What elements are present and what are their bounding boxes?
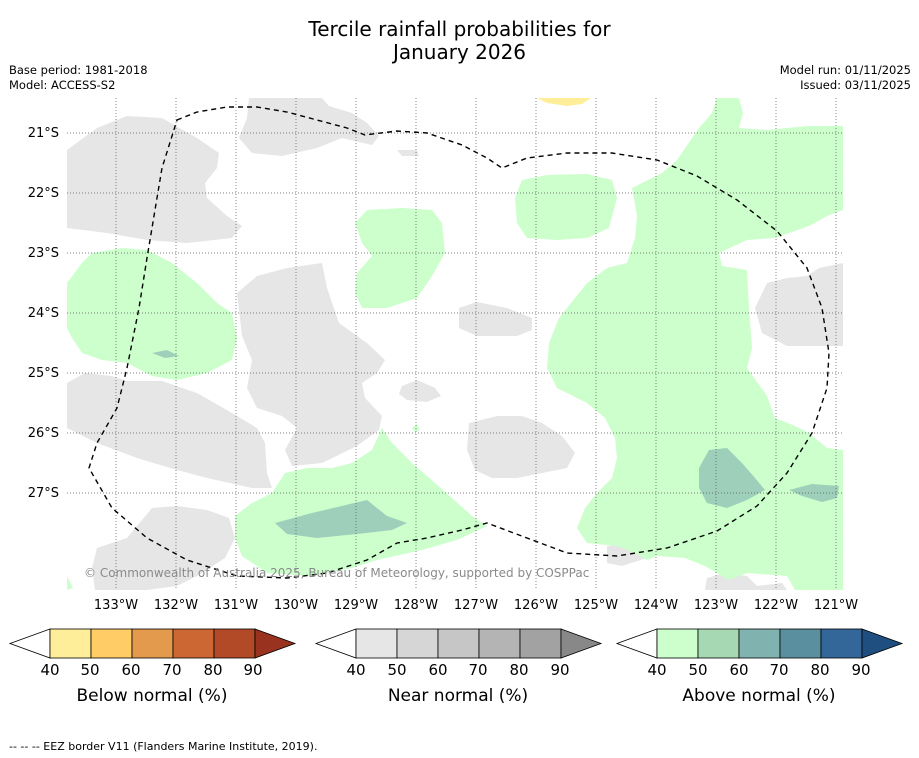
lon-label-127: 127°W [453, 598, 499, 613]
above-segment-80 [820, 628, 863, 659]
map-title: Tercile rainfall probabilities for Janua… [0, 18, 919, 64]
colorbar-near [314, 628, 603, 659]
above-segment-70 [779, 628, 822, 659]
lon-label-130: 130°W [273, 598, 319, 613]
lon-label-129: 129°W [333, 598, 379, 613]
above-region-w [67, 248, 237, 380]
above-region-ne [515, 174, 617, 240]
lat-label-26: 26°S [27, 426, 59, 441]
above50-region-s [275, 500, 407, 538]
below-tick-70: 70 [162, 661, 182, 679]
above-region-corner [67, 576, 73, 590]
near-tick-60: 60 [428, 661, 448, 679]
near-region-s [467, 416, 575, 478]
near-segment-70 [478, 628, 521, 659]
lat-label-22: 22°S [27, 186, 59, 201]
eez-border [88, 106, 830, 579]
above-tick-90: 90 [851, 661, 871, 679]
lon-label-128: 128°W [393, 598, 439, 613]
near-region-small-top [397, 150, 419, 156]
model-name: Model: ACCESS-S2 [9, 78, 116, 92]
lon-label-122: 122°W [753, 598, 799, 613]
below-segment-80 [213, 628, 256, 659]
above-normal-regions [67, 98, 843, 590]
near-segment-80 [519, 628, 562, 659]
near-tick-40: 40 [346, 661, 366, 679]
near-normal-regions [67, 98, 843, 590]
near-extend-high [560, 628, 603, 659]
above-tick-40: 40 [647, 661, 667, 679]
rainfall-map [67, 98, 843, 590]
below-normal-label: Below normal (%) [76, 686, 228, 706]
below-segment-40 [49, 628, 92, 659]
near-region-mid [459, 302, 532, 336]
colorbar-above [615, 628, 904, 659]
gridlines [67, 98, 843, 590]
below-extend-low [8, 628, 51, 659]
issued-date: Issued: 03/11/2025 [800, 78, 911, 92]
near-tick-80: 80 [509, 661, 529, 679]
below-tick-40: 40 [40, 661, 60, 679]
near-region-blob [399, 380, 441, 402]
above-tick-60: 60 [729, 661, 749, 679]
lat-label-21: 21°S [27, 126, 59, 141]
near-segment-50 [396, 628, 439, 659]
above-tick-50: 50 [688, 661, 708, 679]
colorbars [8, 628, 904, 659]
above-segment-50 [697, 628, 740, 659]
below-segment-50 [90, 628, 133, 659]
near-extend-low [314, 628, 357, 659]
lat-label-24: 24°S [27, 306, 59, 321]
above50-region-w [152, 350, 179, 358]
above-region-nc [355, 208, 445, 308]
title-line-2: January 2026 [392, 40, 527, 64]
lat-label-23: 23°S [27, 246, 59, 261]
below-region-top [537, 98, 591, 106]
near-region-sw [92, 506, 235, 590]
lon-label-121: 121°W [813, 598, 859, 613]
below-tick-50: 50 [80, 661, 100, 679]
lon-label-123: 123°W [693, 598, 739, 613]
below-extend-high [254, 628, 297, 659]
lat-label-27: 27°S [27, 486, 59, 501]
lon-label-131: 131°W [213, 598, 259, 613]
above-extend-high [861, 628, 904, 659]
above-normal-label: Above normal (%) [682, 686, 836, 706]
near-segment-40 [355, 628, 398, 659]
meta-left: Base period: 1981-2018 Model: ACCESS-S2 [9, 63, 148, 93]
near-region-e [755, 263, 843, 346]
near-tick-90: 90 [550, 661, 570, 679]
lon-label-126: 126°W [513, 598, 559, 613]
near-region-central [237, 263, 385, 466]
above-tick-80: 80 [810, 661, 830, 679]
lon-label-132: 132°W [153, 598, 199, 613]
above-segment-40 [656, 628, 699, 659]
near-normal-label: Near normal (%) [387, 686, 529, 706]
model-run: Model run: 01/11/2025 [779, 63, 911, 77]
title-line-1: Tercile rainfall probabilities for [308, 17, 611, 41]
below-segment-60 [131, 628, 174, 659]
below-tick-60: 60 [121, 661, 141, 679]
near-region-top [239, 98, 379, 156]
meta-right: Model run: 01/11/2025 Issued: 03/11/2025 [780, 63, 911, 93]
above-extend-low [615, 628, 658, 659]
below-segment-70 [172, 628, 215, 659]
above-region-e [547, 98, 843, 590]
near-tick-50: 50 [387, 661, 407, 679]
lat-label-25: 25°S [27, 366, 59, 381]
copyright-notice: © Commonwealth of Australia 2025, Bureau… [84, 566, 590, 580]
eez-legend-footer: -- -- -- EEZ border V11 (Flanders Marine… [9, 740, 318, 753]
near-tick-70: 70 [468, 661, 488, 679]
lon-label-133: 133°W [93, 598, 139, 613]
near-segment-60 [437, 628, 480, 659]
base-period: Base period: 1981-2018 [9, 63, 148, 77]
near-region-nw [67, 116, 242, 243]
lon-label-125: 125°W [573, 598, 619, 613]
below-tick-90: 90 [243, 661, 263, 679]
colorbar-below [8, 628, 297, 659]
above-segment-60 [738, 628, 781, 659]
below-tick-80: 80 [203, 661, 223, 679]
above-tick-70: 70 [769, 661, 789, 679]
lon-label-124: 124°W [633, 598, 679, 613]
